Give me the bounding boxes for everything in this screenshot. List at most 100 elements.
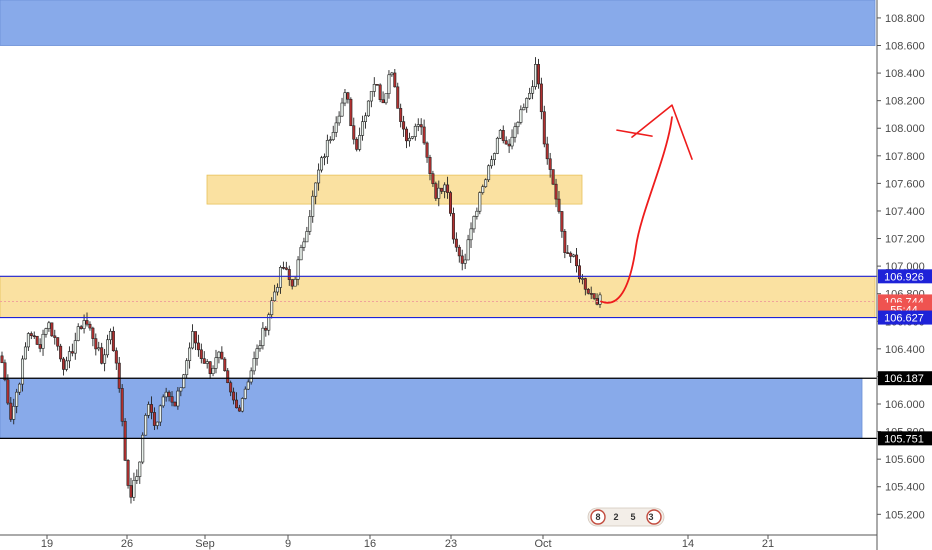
candle-body — [26, 333, 30, 348]
candle-body — [3, 362, 7, 381]
price-label: 105.751 — [884, 433, 924, 445]
candle-body — [176, 390, 180, 407]
candle-body — [407, 137, 411, 142]
candle-body — [358, 135, 362, 150]
candle-body — [193, 331, 197, 344]
candle-body — [144, 415, 148, 436]
candle-body — [378, 84, 382, 100]
candle-body — [38, 344, 42, 349]
candle-body — [589, 293, 593, 295]
time-tick-label: Sep — [195, 538, 215, 550]
candle-body — [47, 322, 51, 329]
candle-body — [431, 173, 435, 185]
price-tick-label: 105.400 — [885, 482, 925, 494]
candle-body — [469, 228, 473, 241]
candle-body — [539, 83, 543, 113]
price-label: 106.627 — [884, 313, 924, 325]
candle-body — [387, 74, 391, 94]
candle-body — [44, 328, 48, 335]
candle-body — [41, 333, 45, 349]
candle-body — [243, 388, 247, 399]
candle-body — [103, 354, 107, 364]
candle-body — [375, 84, 379, 86]
candle-body — [284, 267, 288, 270]
candle-body — [281, 267, 285, 269]
candle-body — [363, 115, 367, 122]
price-tick-label: 107.800 — [885, 151, 925, 163]
time-tick-label: 21 — [762, 538, 774, 550]
candle-body — [451, 213, 455, 240]
price-label-bg — [878, 310, 932, 325]
candle-body — [182, 374, 186, 389]
candle-body — [495, 137, 499, 154]
candle-body — [510, 136, 514, 147]
candle-body — [179, 387, 183, 392]
candle-body — [114, 350, 118, 364]
candle-body — [410, 136, 414, 139]
candle-body — [361, 121, 365, 136]
candle-body — [287, 269, 291, 280]
candle-body — [425, 142, 429, 158]
candle-body — [126, 460, 130, 486]
candle-body — [575, 254, 579, 267]
candle-body — [147, 404, 151, 416]
candle-body — [487, 165, 491, 181]
candle-body — [296, 259, 300, 280]
candle-body — [583, 278, 587, 290]
candle-body — [53, 335, 57, 338]
price-tick-label: 108.800 — [885, 13, 925, 25]
time-tick-label: 16 — [364, 538, 376, 550]
candle-body — [123, 420, 127, 461]
price-tick-label: 106.000 — [885, 399, 925, 411]
candle-body — [481, 186, 485, 193]
candle-body — [302, 241, 306, 248]
event-badge-bg — [587, 507, 665, 527]
candle-body — [560, 211, 564, 232]
price-tick-label: 105.200 — [885, 509, 925, 521]
yellow-zone-current — [0, 275, 876, 318]
candle-body — [185, 360, 189, 376]
event-badge[interactable]: 8 2 5 3 — [587, 507, 665, 527]
price-tick-label: 108.000 — [885, 123, 925, 135]
candle-body — [15, 391, 19, 407]
candle-body — [352, 125, 356, 140]
candle-body — [484, 179, 488, 187]
candle-body — [331, 132, 335, 140]
candle-body — [73, 340, 77, 354]
time-tick-label: 19 — [41, 538, 53, 550]
candle-body — [264, 327, 268, 331]
candle-body — [516, 122, 520, 128]
event-count: 5 — [630, 512, 635, 522]
candle-body — [217, 351, 221, 359]
candle-body — [460, 255, 464, 264]
candle-body — [79, 326, 83, 329]
price-axis[interactable]: 105.200105.400105.600105.800106.000106.2… — [876, 0, 932, 550]
candle-body — [390, 72, 394, 76]
candle-body — [416, 124, 420, 127]
candle-body — [220, 351, 224, 360]
candle-body — [59, 345, 63, 360]
candle-body — [557, 198, 561, 212]
candle-body — [97, 347, 101, 350]
candle-body — [199, 349, 203, 359]
candle-body — [372, 84, 376, 92]
candle-body — [150, 404, 154, 413]
candle-body — [492, 153, 496, 160]
candle-body — [428, 157, 432, 174]
candle-body — [161, 396, 165, 407]
candle-body — [422, 126, 426, 144]
candle-body — [67, 351, 71, 362]
candle-body — [141, 434, 145, 463]
candle-body — [478, 192, 482, 212]
candle-body — [314, 182, 318, 197]
price-tick-label: 107.600 — [885, 178, 925, 190]
candle-body — [580, 278, 584, 280]
time-axis[interactable]: 19 26 Sep 9 16 23 Oct 14 21 — [0, 534, 877, 550]
candle-body — [152, 412, 156, 426]
candle-body — [21, 358, 25, 385]
candle-body — [56, 337, 60, 347]
candle-body — [542, 111, 546, 145]
candle-body — [534, 64, 538, 87]
candle-body — [6, 379, 10, 404]
